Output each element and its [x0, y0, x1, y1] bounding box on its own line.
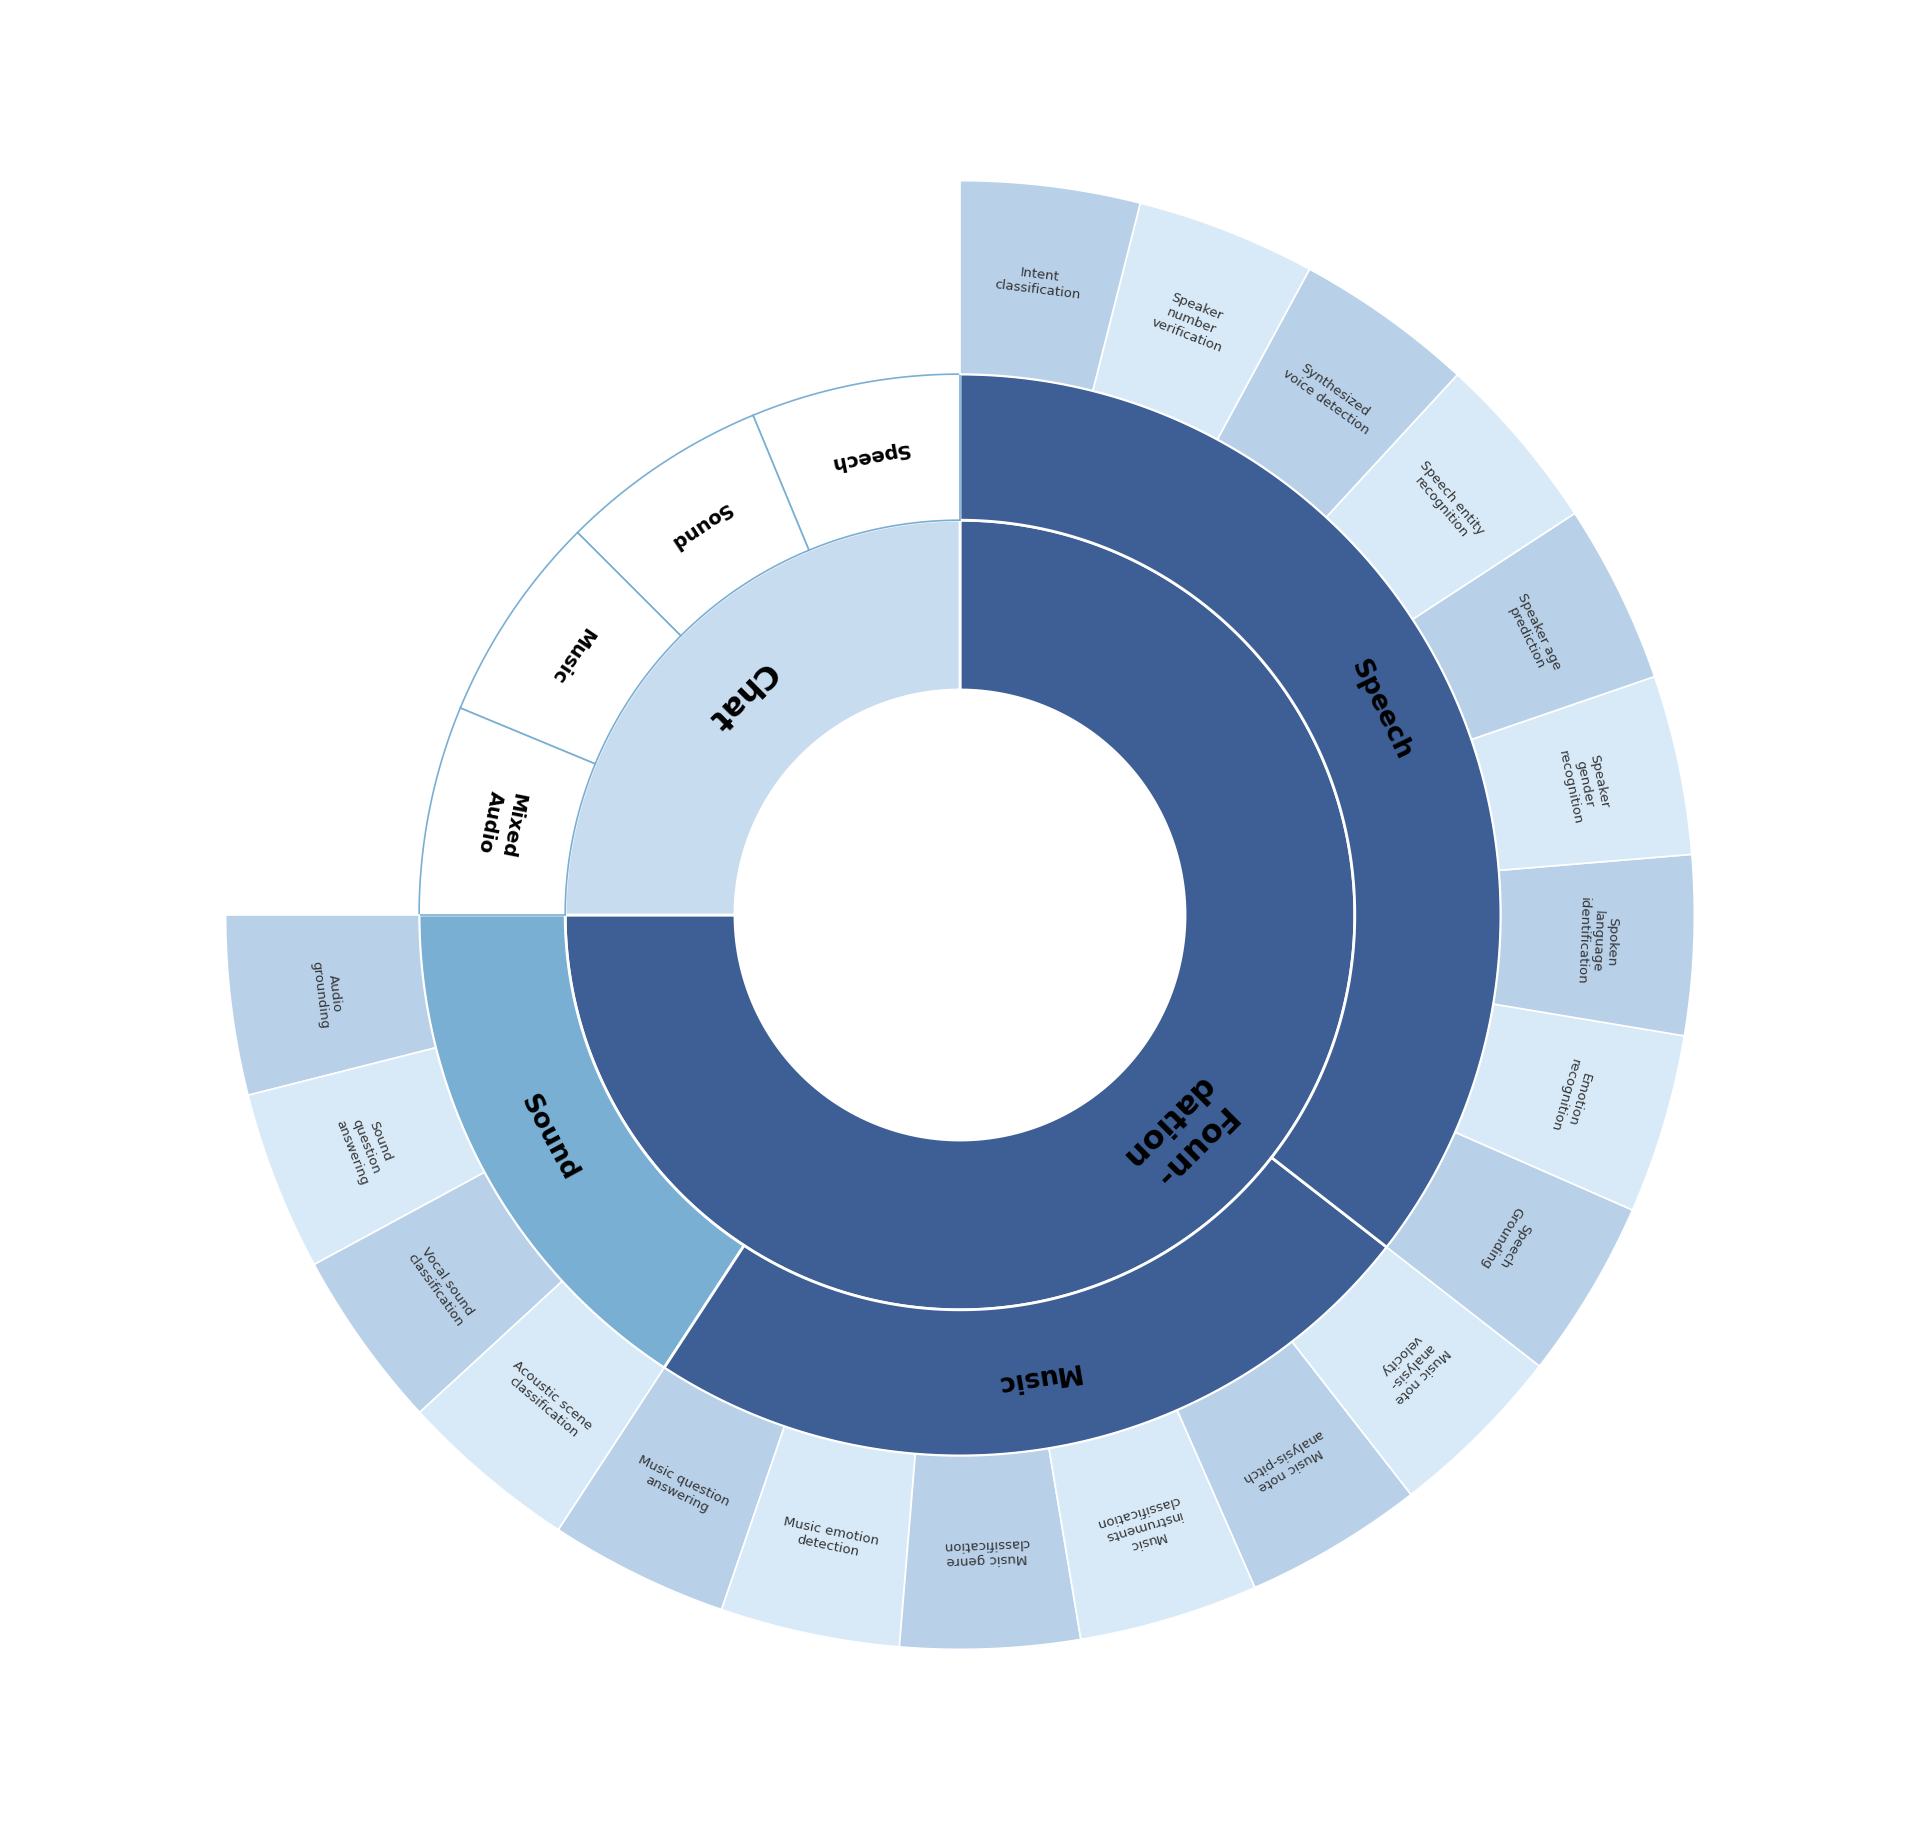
Text: Music emotion
detection: Music emotion detection: [780, 1515, 879, 1563]
Polygon shape: [1413, 514, 1655, 739]
Text: Speaker age
prediction: Speaker age prediction: [1501, 591, 1563, 679]
Polygon shape: [1386, 1133, 1632, 1365]
Text: Emotion
recognition: Emotion recognition: [1548, 1056, 1596, 1136]
Polygon shape: [899, 1449, 1081, 1649]
Polygon shape: [722, 1427, 916, 1647]
Polygon shape: [315, 1173, 563, 1413]
Polygon shape: [227, 915, 436, 1096]
Polygon shape: [564, 520, 960, 915]
Text: Music genre
classification: Music genre classification: [943, 1537, 1029, 1568]
Polygon shape: [664, 1158, 1386, 1457]
Text: Speaker
gender
recognition: Speaker gender recognition: [1555, 743, 1613, 825]
Text: Music note
analysis-
velocity: Music note analysis- velocity: [1371, 1325, 1452, 1407]
Polygon shape: [564, 520, 1356, 1310]
Polygon shape: [419, 915, 745, 1367]
Text: Music: Music: [545, 624, 597, 686]
Text: Foun-
dation: Foun- dation: [1116, 1071, 1244, 1199]
Text: Acoustic scene
classification: Acoustic scene classification: [501, 1358, 595, 1444]
Polygon shape: [1494, 855, 1693, 1036]
Polygon shape: [1048, 1411, 1256, 1640]
Polygon shape: [1292, 1248, 1540, 1495]
Text: Spoken
language
identification: Spoken language identification: [1574, 897, 1620, 986]
Polygon shape: [419, 708, 595, 915]
Polygon shape: [1471, 677, 1692, 871]
Polygon shape: [753, 373, 960, 551]
Text: Sound
question
answering: Sound question answering: [334, 1107, 399, 1186]
Text: Music
instruments
classification: Music instruments classification: [1094, 1493, 1190, 1559]
Text: Speech: Speech: [1344, 655, 1415, 763]
Text: Speaker
number
verification: Speaker number verification: [1148, 287, 1235, 355]
Text: Speech
Grounding: Speech Grounding: [1478, 1204, 1538, 1279]
Polygon shape: [1455, 1005, 1684, 1210]
Polygon shape: [461, 533, 682, 763]
Text: Speech entity
recognition: Speech entity recognition: [1405, 459, 1488, 547]
Text: Music note
analysis-pitch: Music note analysis-pitch: [1240, 1427, 1332, 1499]
Text: Audio
grounding: Audio grounding: [309, 959, 346, 1030]
Polygon shape: [960, 181, 1140, 390]
Text: Vocal sound
classification: Vocal sound classification: [405, 1243, 478, 1329]
Polygon shape: [420, 1281, 664, 1530]
Polygon shape: [248, 1049, 484, 1265]
Text: Chat: Chat: [701, 655, 781, 736]
Text: Speech: Speech: [828, 439, 910, 474]
Polygon shape: [1177, 1341, 1411, 1587]
Polygon shape: [960, 373, 1501, 1248]
Polygon shape: [578, 415, 808, 635]
Polygon shape: [1327, 375, 1574, 619]
Text: Sound: Sound: [666, 500, 733, 553]
Text: Sound: Sound: [515, 1091, 582, 1186]
Text: Intent
classification: Intent classification: [995, 264, 1083, 302]
Text: Music question
answering: Music question answering: [630, 1453, 732, 1523]
Polygon shape: [559, 1367, 785, 1610]
Text: Mixed
Audio: Mixed Audio: [474, 787, 528, 860]
Polygon shape: [1092, 203, 1309, 439]
Polygon shape: [1217, 269, 1457, 518]
Text: Music: Music: [993, 1356, 1081, 1396]
Text: Synthesized
voice detection: Synthesized voice detection: [1281, 355, 1380, 437]
